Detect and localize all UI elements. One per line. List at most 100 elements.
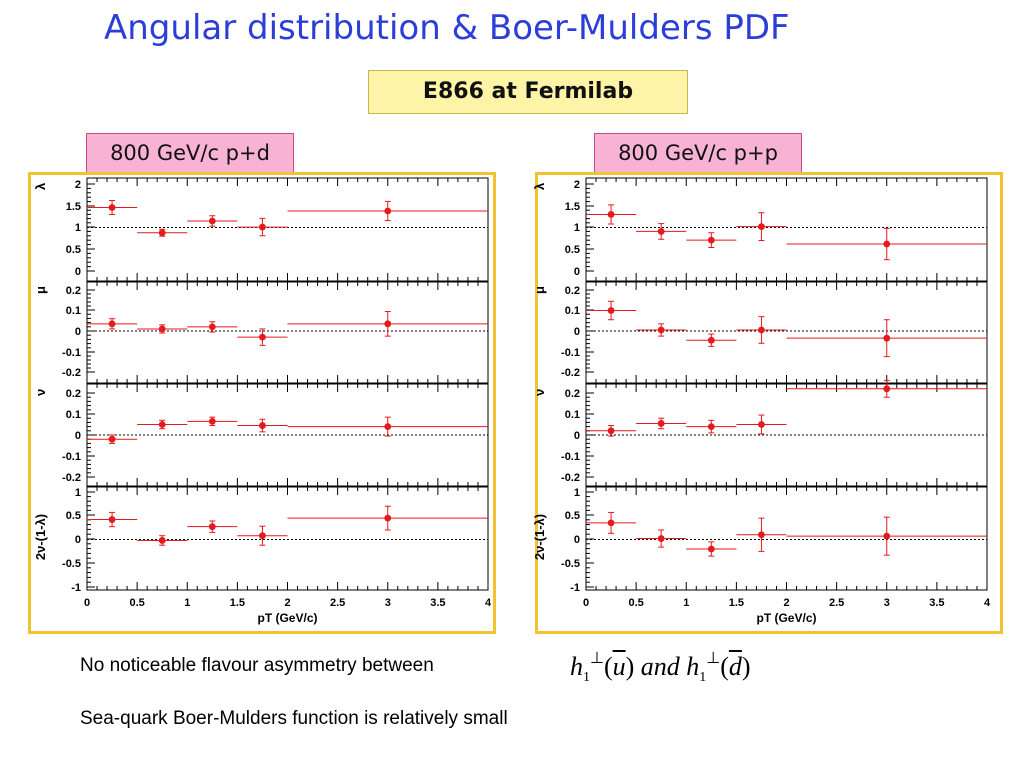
data-point [108,516,116,523]
x-tick-label: 3.5 [430,597,445,609]
y-tick-label: -1 [570,582,580,594]
y-tick-label: -0.2 [561,367,580,379]
data-point [657,326,665,334]
x-tick-label: 4 [485,597,492,609]
data-point [758,421,765,428]
data-point [158,421,166,428]
panel-frame [86,177,489,282]
data-point [607,307,615,314]
y-tick-label: 0 [574,430,580,442]
data-point [883,532,891,540]
data-point [108,320,116,328]
y-tick-label: 1.5 [66,201,81,213]
formula-h2: h [686,652,700,681]
y-tick-label: 2 [75,179,81,191]
y-tick-label: 0.2 [565,285,580,297]
x-tick-label: 1 [184,597,190,609]
x-tick-label: 1.5 [729,597,744,609]
y-axis-label: 2ν-(1-λ) [532,514,547,560]
x-tick-label: 3 [385,597,391,609]
y-tick-label: 0.5 [66,510,81,522]
y-tick-label: -1 [71,582,81,594]
panel-frame [86,486,489,591]
chart-pd: 0 0.5 1 1.5 2 λ -0.2 -0.1 0 0.1 0.2 μ -0.2 -0.1 0 0.1 0.… [33,177,492,625]
chart-frame-pd [28,172,496,634]
y-axis-label: μ [532,286,547,294]
data-point [208,417,216,425]
x-tick-label: 3.5 [929,597,944,609]
data-point [208,217,216,225]
y-tick-label: 0.5 [565,510,580,522]
data-point [158,325,166,333]
chart-pp: 0 0.5 1 1.5 2 λ -0.2 -0.1 0 0.1 0.2 μ -0.2 -0.1 0 0.1 0.… [532,177,991,625]
panel-1: 0 0.5 1 1.5 2 λ [532,177,988,282]
y-tick-label: 0.1 [565,305,580,317]
data-point [707,336,715,344]
data-point [607,519,615,527]
beam-label-pd: 800 GeV/c p+d [86,133,294,173]
chart-frame-pp [535,172,1003,634]
x-tick-label: 4 [984,597,991,609]
data-point [707,423,715,430]
data-point [758,326,765,334]
formula-and: and [640,652,680,681]
data-point [259,532,266,540]
y-tick-label: -0.2 [561,472,580,484]
y-tick-label: 1 [574,222,580,234]
panel-2: -0.2 -0.1 0 0.1 0.2 μ [33,281,489,384]
data-point [259,422,266,429]
y-axis-label: ν [532,389,547,396]
data-point [158,229,166,237]
data-point [607,427,615,435]
y-tick-label: 0.1 [66,305,81,317]
panel-3: -0.2 -0.1 0 0.1 0.2 ν [33,383,489,487]
data-point [707,236,715,244]
x-tick-label: 2 [783,597,789,609]
data-point [883,385,891,393]
data-point [657,228,665,235]
panel-2: -0.2 -0.1 0 0.1 0.2 μ [532,281,988,384]
panel-4: -1 -0.5 0 0.5 1 2ν-(1-λ) [532,486,988,594]
y-axis-label: μ [33,286,48,294]
y-tick-label: 0.5 [565,244,580,256]
data-point [158,537,166,544]
y-tick-label: -0.1 [561,451,580,463]
y-tick-label: 0.2 [565,388,580,400]
panel-1: 0 0.5 1 1.5 2 λ [33,177,489,282]
y-tick-label: 0 [75,430,81,442]
y-tick-label: -0.2 [62,472,81,484]
data-point [384,320,392,328]
data-point [259,223,266,231]
y-tick-label: 1 [75,487,81,499]
data-point [707,545,715,553]
formula-perp2: ⊥ [706,650,721,667]
data-point [108,204,116,211]
panel-frame [86,281,489,384]
y-tick-label: 1 [75,222,81,234]
data-point [657,535,665,542]
data-point [208,523,216,531]
y-tick-label: 0.5 [66,244,81,256]
y-tick-label: -0.2 [62,367,81,379]
y-tick-label: 0.1 [66,409,81,421]
y-axis-label: 2ν-(1-λ) [33,514,48,560]
data-point [883,334,891,342]
y-axis-label: λ [532,182,547,190]
beam-label-pp: 800 GeV/c p+p [594,133,802,173]
data-point [208,323,216,331]
y-tick-label: -0.1 [62,347,81,359]
note-flavour-asymmetry: No noticeable flavour asymmetry between [80,655,434,676]
x-tick-label: 2.5 [330,597,345,609]
x-tick-label: 0 [84,597,90,609]
panel-3: -0.2 -0.1 0 0.1 0.2 ν [532,379,988,487]
x-tick-label: 1.5 [230,597,245,609]
y-axis-label: ν [33,389,48,396]
panel-frame [585,281,988,384]
formula-sub2: 1 [699,670,707,685]
x-tick-label: 0.5 [628,597,643,609]
x-tick-label: 0.5 [129,597,144,609]
y-tick-label: 0.1 [565,409,580,421]
y-tick-label: 0 [574,534,580,546]
formula-ubar: u [612,652,626,681]
